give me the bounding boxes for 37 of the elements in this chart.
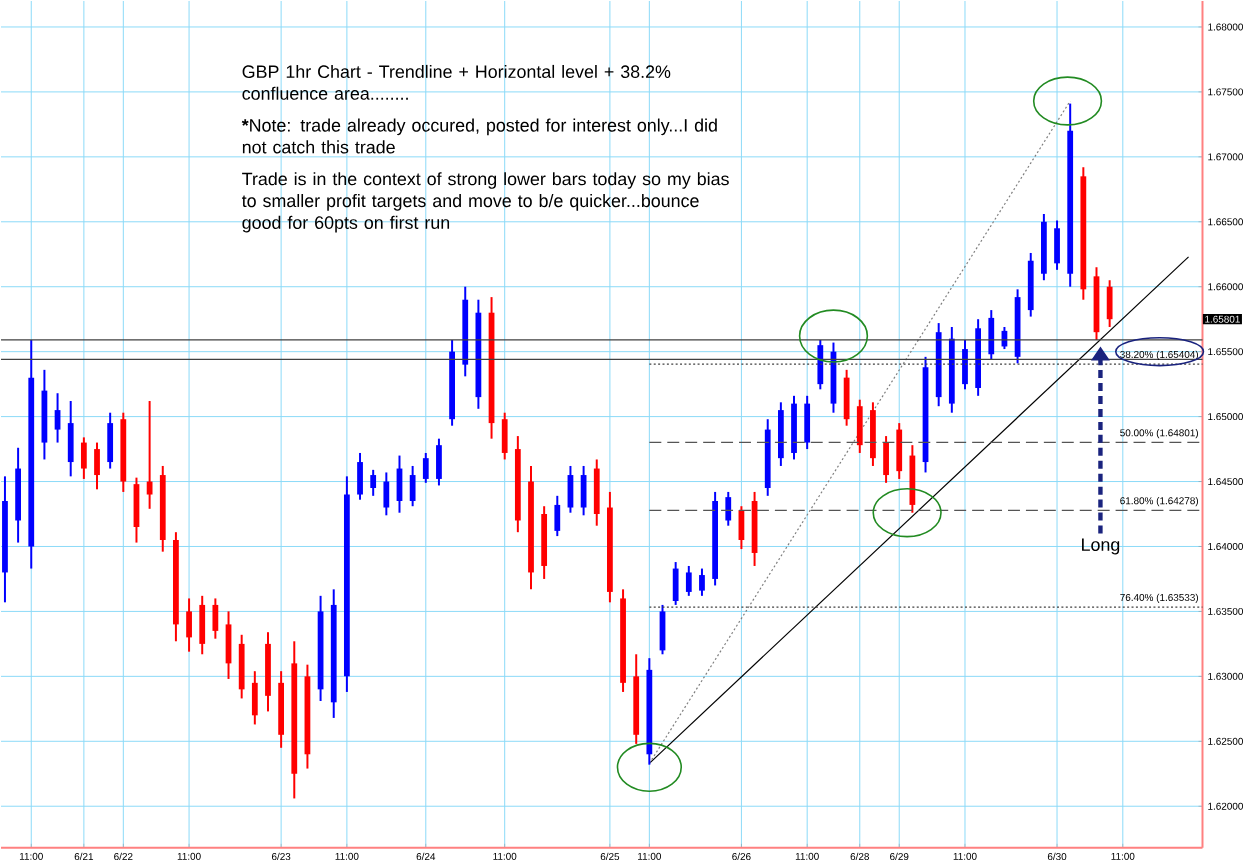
candlestick [856, 398, 863, 455]
candlestick [725, 491, 732, 527]
candlestick [80, 436, 87, 481]
candlestick [238, 633, 245, 700]
candlestick [843, 368, 850, 427]
candlestick [186, 597, 192, 653]
candlestick [501, 411, 508, 461]
candlestick [199, 594, 206, 656]
annotation: Trade is in the context of strong lower bars today so my bias to smaller profit targets and move to b/e quicker...bounce good for 60pts on first run [241, 172, 729, 233]
candlestick [804, 394, 811, 451]
annotation: Long [1082, 538, 1120, 555]
candlestick [554, 494, 561, 538]
candlestick [67, 400, 74, 478]
candlestick [1054, 219, 1060, 271]
candlestick [357, 452, 363, 501]
candlestick [251, 670, 258, 726]
candlestick [94, 441, 100, 491]
annotation: *Note: trade already occured, posted for interest only...I did not catch this trade [241, 118, 717, 154]
candlestick [212, 597, 219, 640]
candlestick [107, 411, 114, 470]
candlestick [672, 561, 679, 607]
candlestick [817, 339, 824, 391]
candlestick [409, 465, 416, 508]
candlestick [370, 468, 377, 497]
text: GBP 1hr Chart - Trendline + Horizontal level + 38.2% confluence area........ [242, 65, 671, 100]
candlestick [422, 452, 429, 484]
candlestick [685, 565, 692, 597]
candlestick [146, 400, 153, 510]
candlestick [883, 435, 889, 484]
candlestick [962, 339, 968, 391]
candlestick [383, 471, 390, 517]
candlestick [699, 567, 705, 597]
candlestick [896, 422, 903, 481]
candlestick [436, 437, 442, 487]
candlestick [593, 458, 600, 527]
candlestick [1106, 279, 1113, 329]
candlestick [988, 309, 995, 361]
